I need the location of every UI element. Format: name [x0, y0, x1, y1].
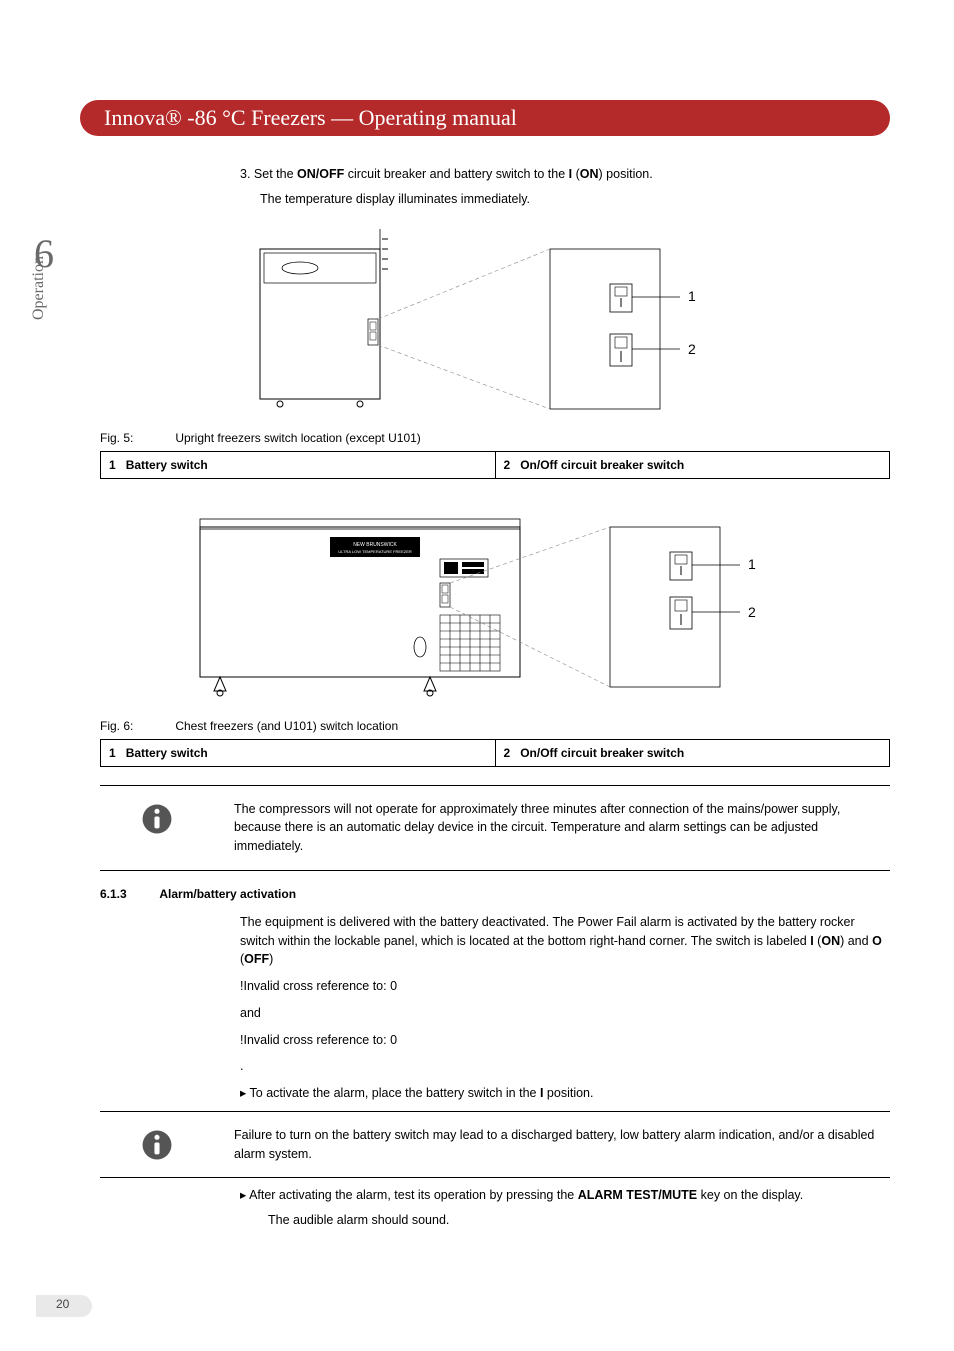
divider	[100, 1177, 890, 1178]
legend-cell-1: 1 Battery switch	[101, 739, 496, 766]
b: ON/OFF	[297, 167, 344, 181]
upright-freezer-diagram: 1 2	[240, 219, 800, 419]
fig5-caption: Fig. 5: Upright freezers switch location…	[100, 429, 890, 447]
b: O	[872, 934, 882, 948]
n: 2	[504, 746, 511, 760]
bullet-2-sub: The audible alarm should sound.	[268, 1211, 890, 1230]
callout-2: 2	[688, 341, 696, 357]
step-num: 3.	[240, 167, 250, 181]
t: key on the display.	[697, 1188, 803, 1202]
legend-cell-2: 2 On/Off circuit breaker switch	[495, 739, 890, 766]
t: (	[572, 167, 580, 181]
section-num: 6.1.3	[100, 885, 156, 903]
callout-2: 2	[748, 604, 756, 620]
section-title: Alarm/battery activation	[159, 887, 296, 901]
legend-cell-2: 2 On/Off circuit breaker switch	[495, 451, 890, 478]
figure-6: NEW BRUNSWICK ULTRA LOW TEMPERATURE FREE…	[180, 497, 890, 707]
t: On/Off circuit breaker switch	[520, 746, 684, 760]
figure-5: 1 2	[240, 219, 890, 419]
t: The equipment is delivered with the batt…	[240, 915, 855, 948]
t: )	[269, 952, 273, 966]
b: ON	[580, 167, 599, 181]
divider	[100, 785, 890, 786]
info-icon	[140, 802, 174, 836]
info-note-1: The compressors will not operate for app…	[100, 794, 890, 862]
and-line: and	[240, 1004, 890, 1023]
fig-label: Fig. 5:	[100, 429, 172, 447]
t: To activate the alarm, place the battery…	[250, 1086, 540, 1100]
chest-freezer-diagram: NEW BRUNSWICK ULTRA LOW TEMPERATURE FREE…	[180, 497, 820, 707]
b: ON	[821, 934, 840, 948]
callout-1: 1	[748, 556, 756, 572]
doc-title: Innova® -86 °C Freezers — Operating manu…	[104, 105, 517, 131]
title-bar: Innova® -86 °C Freezers — Operating manu…	[80, 100, 890, 136]
legend-cell-1: 1 Battery switch	[101, 451, 496, 478]
t: ) position.	[599, 167, 653, 181]
t: On/Off circuit breaker switch	[520, 458, 684, 472]
invalid-xref-2: !Invalid cross reference to: 0	[240, 1031, 890, 1050]
info-text: The compressors will not operate for app…	[234, 800, 890, 856]
t: position.	[543, 1086, 593, 1100]
info-icon	[140, 1128, 174, 1162]
fig-label: Fig. 6:	[100, 717, 172, 735]
divider	[100, 1111, 890, 1112]
step-3: 3. Set the ON/OFF circuit breaker and ba…	[240, 165, 890, 184]
t: Battery switch	[126, 458, 208, 472]
fig-text: Upright freezers switch location (except…	[175, 431, 420, 445]
fig6-caption: Fig. 6: Chest freezers (and U101) switch…	[100, 717, 890, 735]
fig6-legend-table: 1 Battery switch 2 On/Off circuit breake…	[100, 739, 890, 767]
t: Set the	[254, 167, 297, 181]
t: After activating the alarm, test its ope…	[249, 1188, 578, 1202]
n: 1	[109, 746, 116, 760]
t: ) and	[840, 934, 872, 948]
invalid-xref-1: !Invalid cross reference to: 0	[240, 977, 890, 996]
fig-text: Chest freezers (and U101) switch locatio…	[175, 719, 398, 733]
b: ALARM TEST/MUTE	[578, 1188, 697, 1202]
bullet-2: After activating the alarm, test its ope…	[240, 1186, 890, 1205]
fig5-legend-table: 1 Battery switch 2 On/Off circuit breake…	[100, 451, 890, 479]
step-3-sub: The temperature display illuminates imme…	[260, 190, 890, 209]
t: circuit breaker and battery switch to th…	[344, 167, 568, 181]
callout-1: 1	[688, 288, 696, 304]
n: 1	[109, 458, 116, 472]
page-number: 20	[56, 1297, 69, 1311]
divider	[100, 870, 890, 871]
side-label: Operation	[30, 256, 48, 320]
page-content: 3. Set the ON/OFF circuit breaker and ba…	[100, 165, 890, 1236]
para-1: The equipment is delivered with the batt…	[240, 913, 890, 969]
b: OFF	[244, 952, 269, 966]
svg-text:ULTRA LOW TEMPERATURE FREEZER: ULTRA LOW TEMPERATURE FREEZER	[338, 549, 412, 554]
svg-text:NEW BRUNSWICK: NEW BRUNSWICK	[353, 542, 397, 548]
section-6-1-3: 6.1.3 Alarm/battery activation	[100, 885, 890, 903]
bullet-1: To activate the alarm, place the battery…	[240, 1084, 890, 1103]
info-text: Failure to turn on the battery switch ma…	[234, 1126, 890, 1164]
dot-line: .	[240, 1057, 890, 1076]
n: 2	[504, 458, 511, 472]
t: Battery switch	[126, 746, 208, 760]
info-note-2: Failure to turn on the battery switch ma…	[100, 1120, 890, 1170]
